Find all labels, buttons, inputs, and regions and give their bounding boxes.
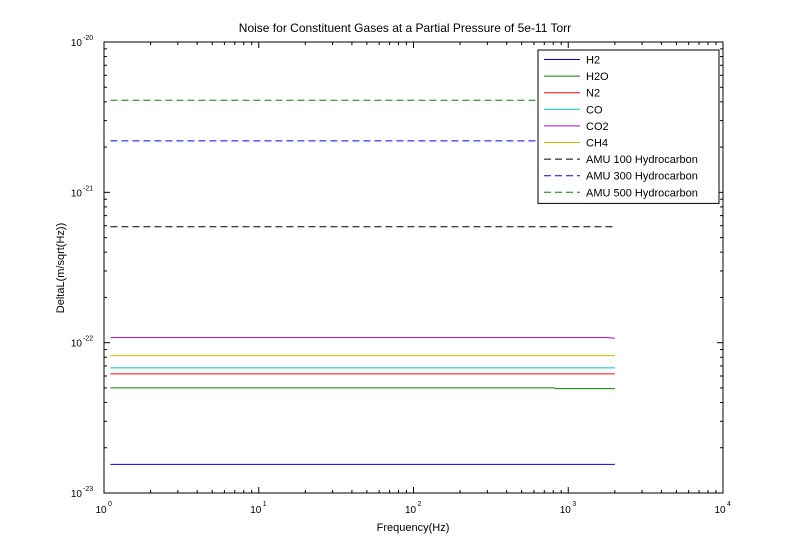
- legend-label: CO: [586, 104, 603, 116]
- x-tick-exponent: 4: [727, 501, 731, 508]
- legend-label: CH4: [586, 138, 608, 150]
- y-tick-exponent: -20: [83, 35, 93, 42]
- legend-label: AMU 100 Hydrocarbon: [586, 154, 698, 166]
- y-tick-label: 10: [71, 339, 83, 350]
- legend: H2 H2O N2 CO CO2 CH4 AMU 100 Hydrocarbon AMU 30…: [537, 49, 720, 204]
- x-tick-label: 10: [95, 505, 107, 516]
- legend-box: [537, 49, 720, 204]
- y-tick-exponent: -23: [83, 486, 93, 493]
- x-tick-exponent: 2: [418, 501, 422, 508]
- y-tick-label: 10: [71, 188, 83, 199]
- x-tick-label: 10: [560, 505, 572, 516]
- legend-label: H2: [586, 55, 600, 67]
- x-tick-exponent: 3: [572, 501, 576, 508]
- axis-ticks: [103, 42, 723, 494]
- series-line: [110, 387, 615, 390]
- x-tick-label: 10: [714, 505, 726, 516]
- legend-label: CO2: [586, 121, 609, 133]
- y-axis-label: DeltaL(m/sqrt(Hz)): [55, 223, 67, 313]
- x-tick-exponent: 1: [263, 501, 267, 508]
- series-lines: [110, 99, 615, 465]
- legend-label: N2: [586, 88, 600, 100]
- y-tick-exponent: -22: [83, 336, 93, 343]
- legend-label: H2O: [586, 71, 609, 83]
- x-tick-label: 10: [405, 505, 417, 516]
- x-tick-label: 10: [250, 505, 262, 516]
- y-tick-label: 10: [71, 489, 83, 500]
- series-line: [110, 337, 615, 339]
- x-axis-label: Frequency(Hz): [377, 522, 450, 534]
- y-tick-label: 10: [71, 38, 83, 49]
- y-tick-exponent: -21: [83, 185, 93, 192]
- chart-title: Noise for Constituent Gases at a Partial…: [239, 21, 571, 35]
- legend-label: AMU 500 Hydrocarbon: [586, 187, 698, 199]
- legend-label: AMU 300 Hydrocarbon: [586, 171, 698, 183]
- x-tick-exponent: 0: [108, 501, 112, 508]
